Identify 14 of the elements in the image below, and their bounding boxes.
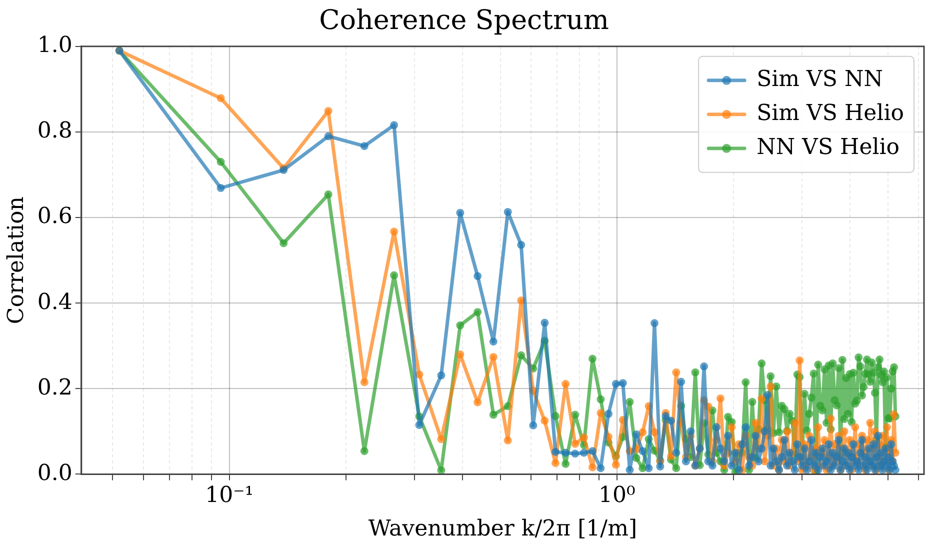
x-tick-label: 10⁰ xyxy=(598,483,636,508)
y-tick-label: 0.2 xyxy=(37,375,72,400)
legend-label: Sim VS Helio xyxy=(756,101,904,126)
x-axis-title: Wavenumber k/2π [1/m] xyxy=(368,516,638,542)
y-axis-title: Correlation xyxy=(4,196,29,324)
y-tick-label: 0.4 xyxy=(37,290,72,315)
legend-label: Sim VS NN xyxy=(756,67,883,92)
chart-title: Coherence Spectrum xyxy=(319,5,609,36)
y-tick-label: 0.8 xyxy=(37,118,72,144)
legend-label: NN VS Helio xyxy=(756,135,900,160)
y-tick-label: 0.6 xyxy=(37,204,72,230)
y-tick-label: 1.0 xyxy=(37,33,72,58)
y-tick-label: 0.0 xyxy=(37,460,72,486)
x-tick-label: 10⁻¹ xyxy=(205,483,254,508)
